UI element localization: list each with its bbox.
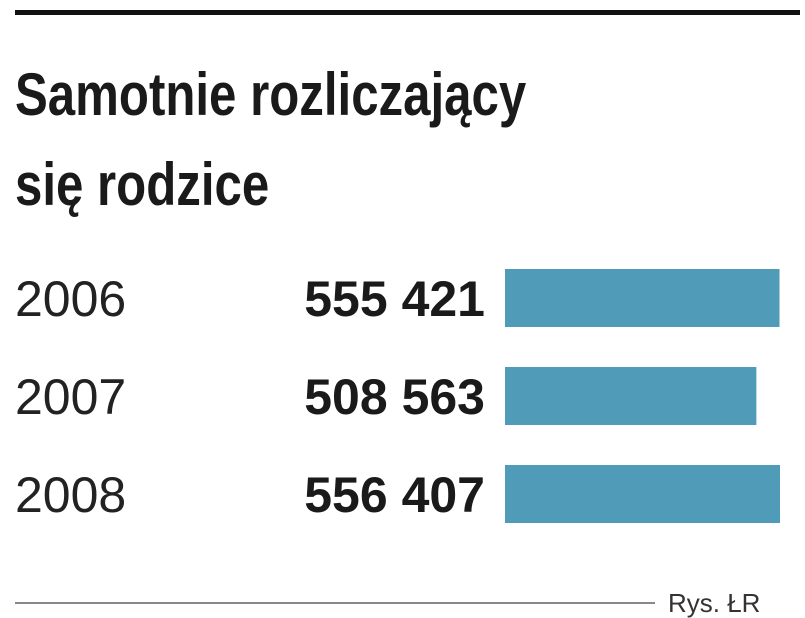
category-label: 2006 bbox=[15, 271, 126, 327]
value-label: 508 563 bbox=[304, 369, 485, 425]
category-label: 2007 bbox=[15, 369, 126, 425]
value-label: 555 421 bbox=[304, 271, 485, 327]
value-label: 556 407 bbox=[304, 467, 485, 523]
bar bbox=[505, 269, 780, 327]
chart-title: się rodzice bbox=[15, 150, 269, 218]
bar bbox=[505, 465, 780, 523]
bar bbox=[505, 367, 757, 425]
category-label: 2008 bbox=[15, 467, 126, 523]
top-rule bbox=[15, 10, 800, 15]
chart-title: Samotnie rozliczający bbox=[15, 60, 527, 128]
source: Rys. ŁR bbox=[668, 588, 760, 618]
